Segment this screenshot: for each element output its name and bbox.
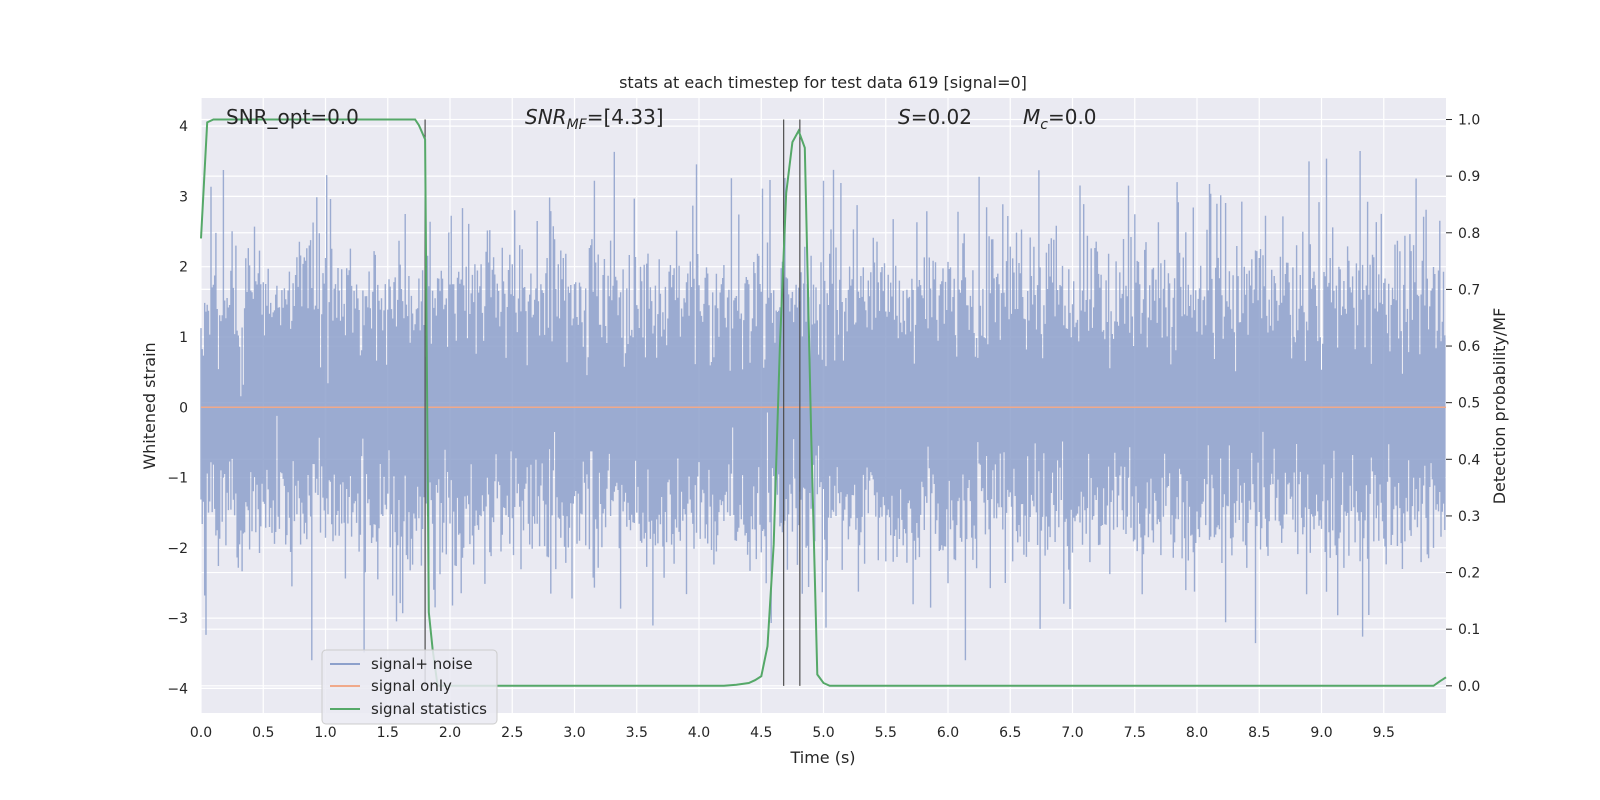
- x-tick-label: 8.0: [1186, 725, 1208, 741]
- y-tick-label-right: 0.2: [1458, 566, 1480, 582]
- x-tick-label: 1.5: [377, 725, 399, 741]
- y-tick-label: −4: [167, 681, 188, 697]
- legend: signal+ noise signal only signal statist…: [321, 649, 498, 725]
- x-tick-label: 9.5: [1373, 725, 1395, 741]
- x-tick-label: 5.5: [875, 725, 897, 741]
- y-tick-label: 1: [179, 330, 188, 346]
- annotation-snr-opt: SNR_opt=0.0: [226, 105, 359, 129]
- x-tick-label: 3.5: [626, 725, 648, 741]
- y-tick-label: 0: [179, 400, 188, 416]
- legend-label-signal-plus-noise: signal+ noise: [371, 655, 473, 673]
- signal-plus-noise-series: [200, 151, 1446, 661]
- noise-bars: [200, 151, 1446, 661]
- x-tick-label: 1.0: [314, 725, 336, 741]
- legend-label-signal-only: signal only: [371, 677, 452, 695]
- legend-box: [321, 649, 498, 725]
- y-tick-label: 3: [179, 189, 188, 205]
- x-tick-label: 2.0: [439, 725, 461, 741]
- y-tick-label: −2: [167, 541, 188, 557]
- x-tick-label: 7.0: [1061, 725, 1083, 741]
- x-tick-label: 6.0: [937, 725, 959, 741]
- y-tick-labels-left: 4 3 2 1 0 −1 −2 −3 −4: [167, 119, 188, 697]
- x-tick-label: 7.5: [1124, 725, 1146, 741]
- x-tick-label: 4.0: [688, 725, 710, 741]
- annotation-mc: Mc=0.0: [1023, 105, 1097, 133]
- y-tick-label-right: 0.6: [1458, 339, 1480, 355]
- y-tick-label: 2: [179, 260, 188, 276]
- legend-label-signal-statistics: signal statistics: [371, 700, 487, 718]
- annotation-snr-mf: SNRMF=[4.33]: [525, 105, 664, 133]
- y-tick-label-right: 0.1: [1458, 622, 1480, 638]
- x-tick-label: 9.0: [1310, 725, 1332, 741]
- signal-statistics-series: [200, 118, 1447, 687]
- x-tick-label: 3.0: [563, 725, 585, 741]
- y-tick-label: −1: [167, 471, 188, 487]
- y-tick-label-right: 0.7: [1458, 282, 1480, 298]
- annotation-s: S=0.02: [898, 105, 972, 129]
- y-tick-label-right: 0.8: [1458, 226, 1480, 242]
- y-tick-label-right: 0.5: [1458, 396, 1480, 412]
- x-tick-label: 0.0: [190, 725, 212, 741]
- x-tick-label: 6.5: [999, 725, 1021, 741]
- x-tick-label: 2.5: [501, 725, 523, 741]
- y-tick-label-right: 1.0: [1458, 113, 1480, 129]
- y-axis-label-left: Whitened strain: [140, 342, 159, 469]
- y-tick-label: 4: [179, 119, 188, 135]
- y-tick-label-right: 0.4: [1458, 452, 1480, 468]
- x-axis-label: Time (s): [789, 748, 855, 767]
- y-tick-label: −3: [167, 611, 188, 627]
- y-axis-label-right: Detection probability/MF: [1490, 308, 1509, 505]
- x-tick-labels: 0.0 0.5 1.0 1.5 2.0 2.5 3.0 3.5 4.0 4.5 5.0 5.5 6.0 6…: [190, 725, 1395, 741]
- x-tick-label: 4.5: [750, 725, 772, 741]
- x-tick-label: 5.0: [812, 725, 834, 741]
- x-tick-label: 0.5: [252, 725, 274, 741]
- y-tick-label-right: 0.0: [1458, 679, 1480, 695]
- chart-title: stats at each timestep for test data 619…: [619, 73, 1027, 92]
- y-tick-label-right: 0.3: [1458, 509, 1480, 525]
- x-tick-label: 8.5: [1248, 725, 1270, 741]
- y-tick-labels-right: 1.0 0.9 0.8 0.7 0.6 0.5 0.4 0.3 0.2 0.1 0.0: [1446, 113, 1480, 695]
- y-tick-label-right: 0.9: [1458, 169, 1480, 185]
